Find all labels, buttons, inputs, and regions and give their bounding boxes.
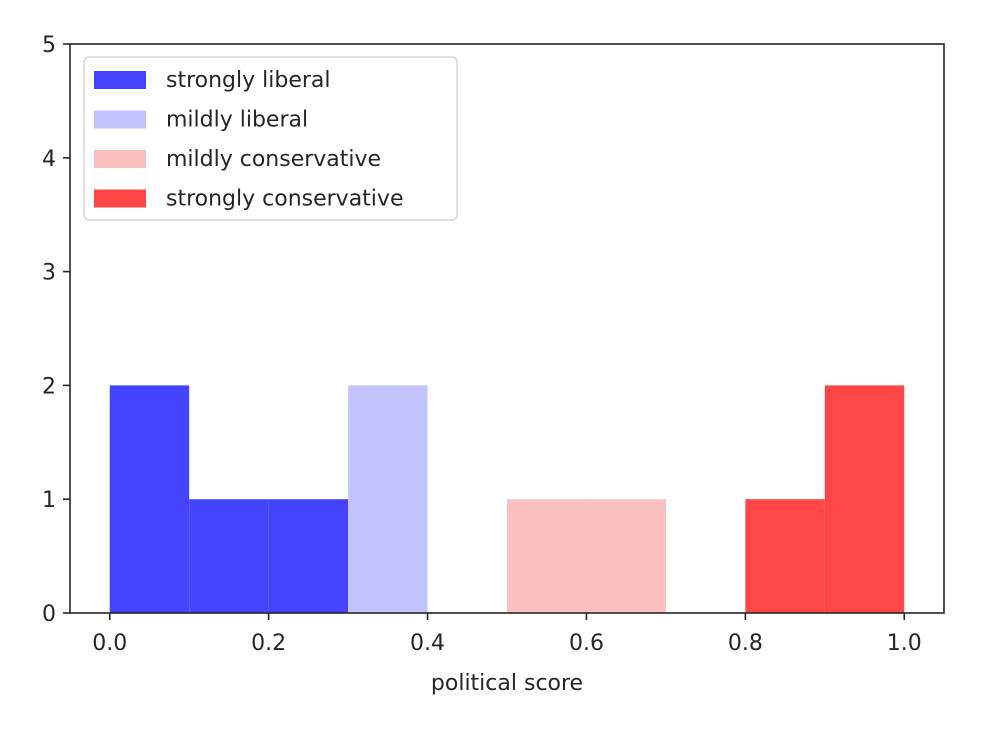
y-tick-label: 1 bbox=[42, 488, 56, 513]
x-tick-label: 0.6 bbox=[569, 631, 604, 656]
bar-mildly-liberal-0 bbox=[348, 385, 428, 613]
x-axis-label: political score bbox=[431, 671, 583, 696]
legend-swatch bbox=[94, 189, 146, 208]
legend-swatch bbox=[94, 150, 146, 168]
legend: strongly liberal mildly liberal mildly con… bbox=[83, 56, 458, 221]
y-tick-label: 4 bbox=[42, 147, 56, 172]
x-tick-label: 1.0 bbox=[887, 631, 922, 656]
bar-mildly-conservative-1 bbox=[586, 499, 666, 613]
y-tick-label: 2 bbox=[42, 374, 56, 399]
legend-box bbox=[83, 56, 458, 221]
y-tick-label: 3 bbox=[42, 261, 56, 286]
bar-strongly-conservative-0 bbox=[745, 499, 825, 613]
legend-label: strongly conservative bbox=[166, 187, 403, 212]
bar-mildly-conservative-0 bbox=[507, 499, 587, 613]
y-tick-label: 5 bbox=[42, 33, 56, 58]
bar-strongly-liberal-1 bbox=[189, 499, 269, 613]
legend-swatch bbox=[94, 71, 146, 89]
legend-label: mildly liberal bbox=[166, 108, 308, 133]
bar-strongly-conservative-1 bbox=[824, 385, 905, 613]
plot-frame bbox=[69, 43, 945, 614]
legend-label: strongly liberal bbox=[166, 68, 331, 93]
x-tick-label: 0.2 bbox=[251, 631, 286, 656]
x-tick-label: 0.4 bbox=[410, 631, 445, 656]
x-tick-label: 0.0 bbox=[92, 631, 127, 656]
legend-label: mildly conservative bbox=[166, 147, 381, 172]
bar-strongly-liberal-0 bbox=[109, 385, 190, 613]
x-axis: 0.0 0.2 0.4 0.6 0.8 1.0 bbox=[92, 613, 922, 656]
y-axis: 0 1 2 3 4 5 bbox=[42, 33, 70, 627]
legend-swatch bbox=[94, 110, 146, 129]
bars-group bbox=[109, 385, 905, 613]
x-tick-label: 0.8 bbox=[728, 631, 763, 656]
y-tick-label: 0 bbox=[42, 602, 56, 627]
bar-strongly-liberal-2 bbox=[268, 499, 349, 613]
